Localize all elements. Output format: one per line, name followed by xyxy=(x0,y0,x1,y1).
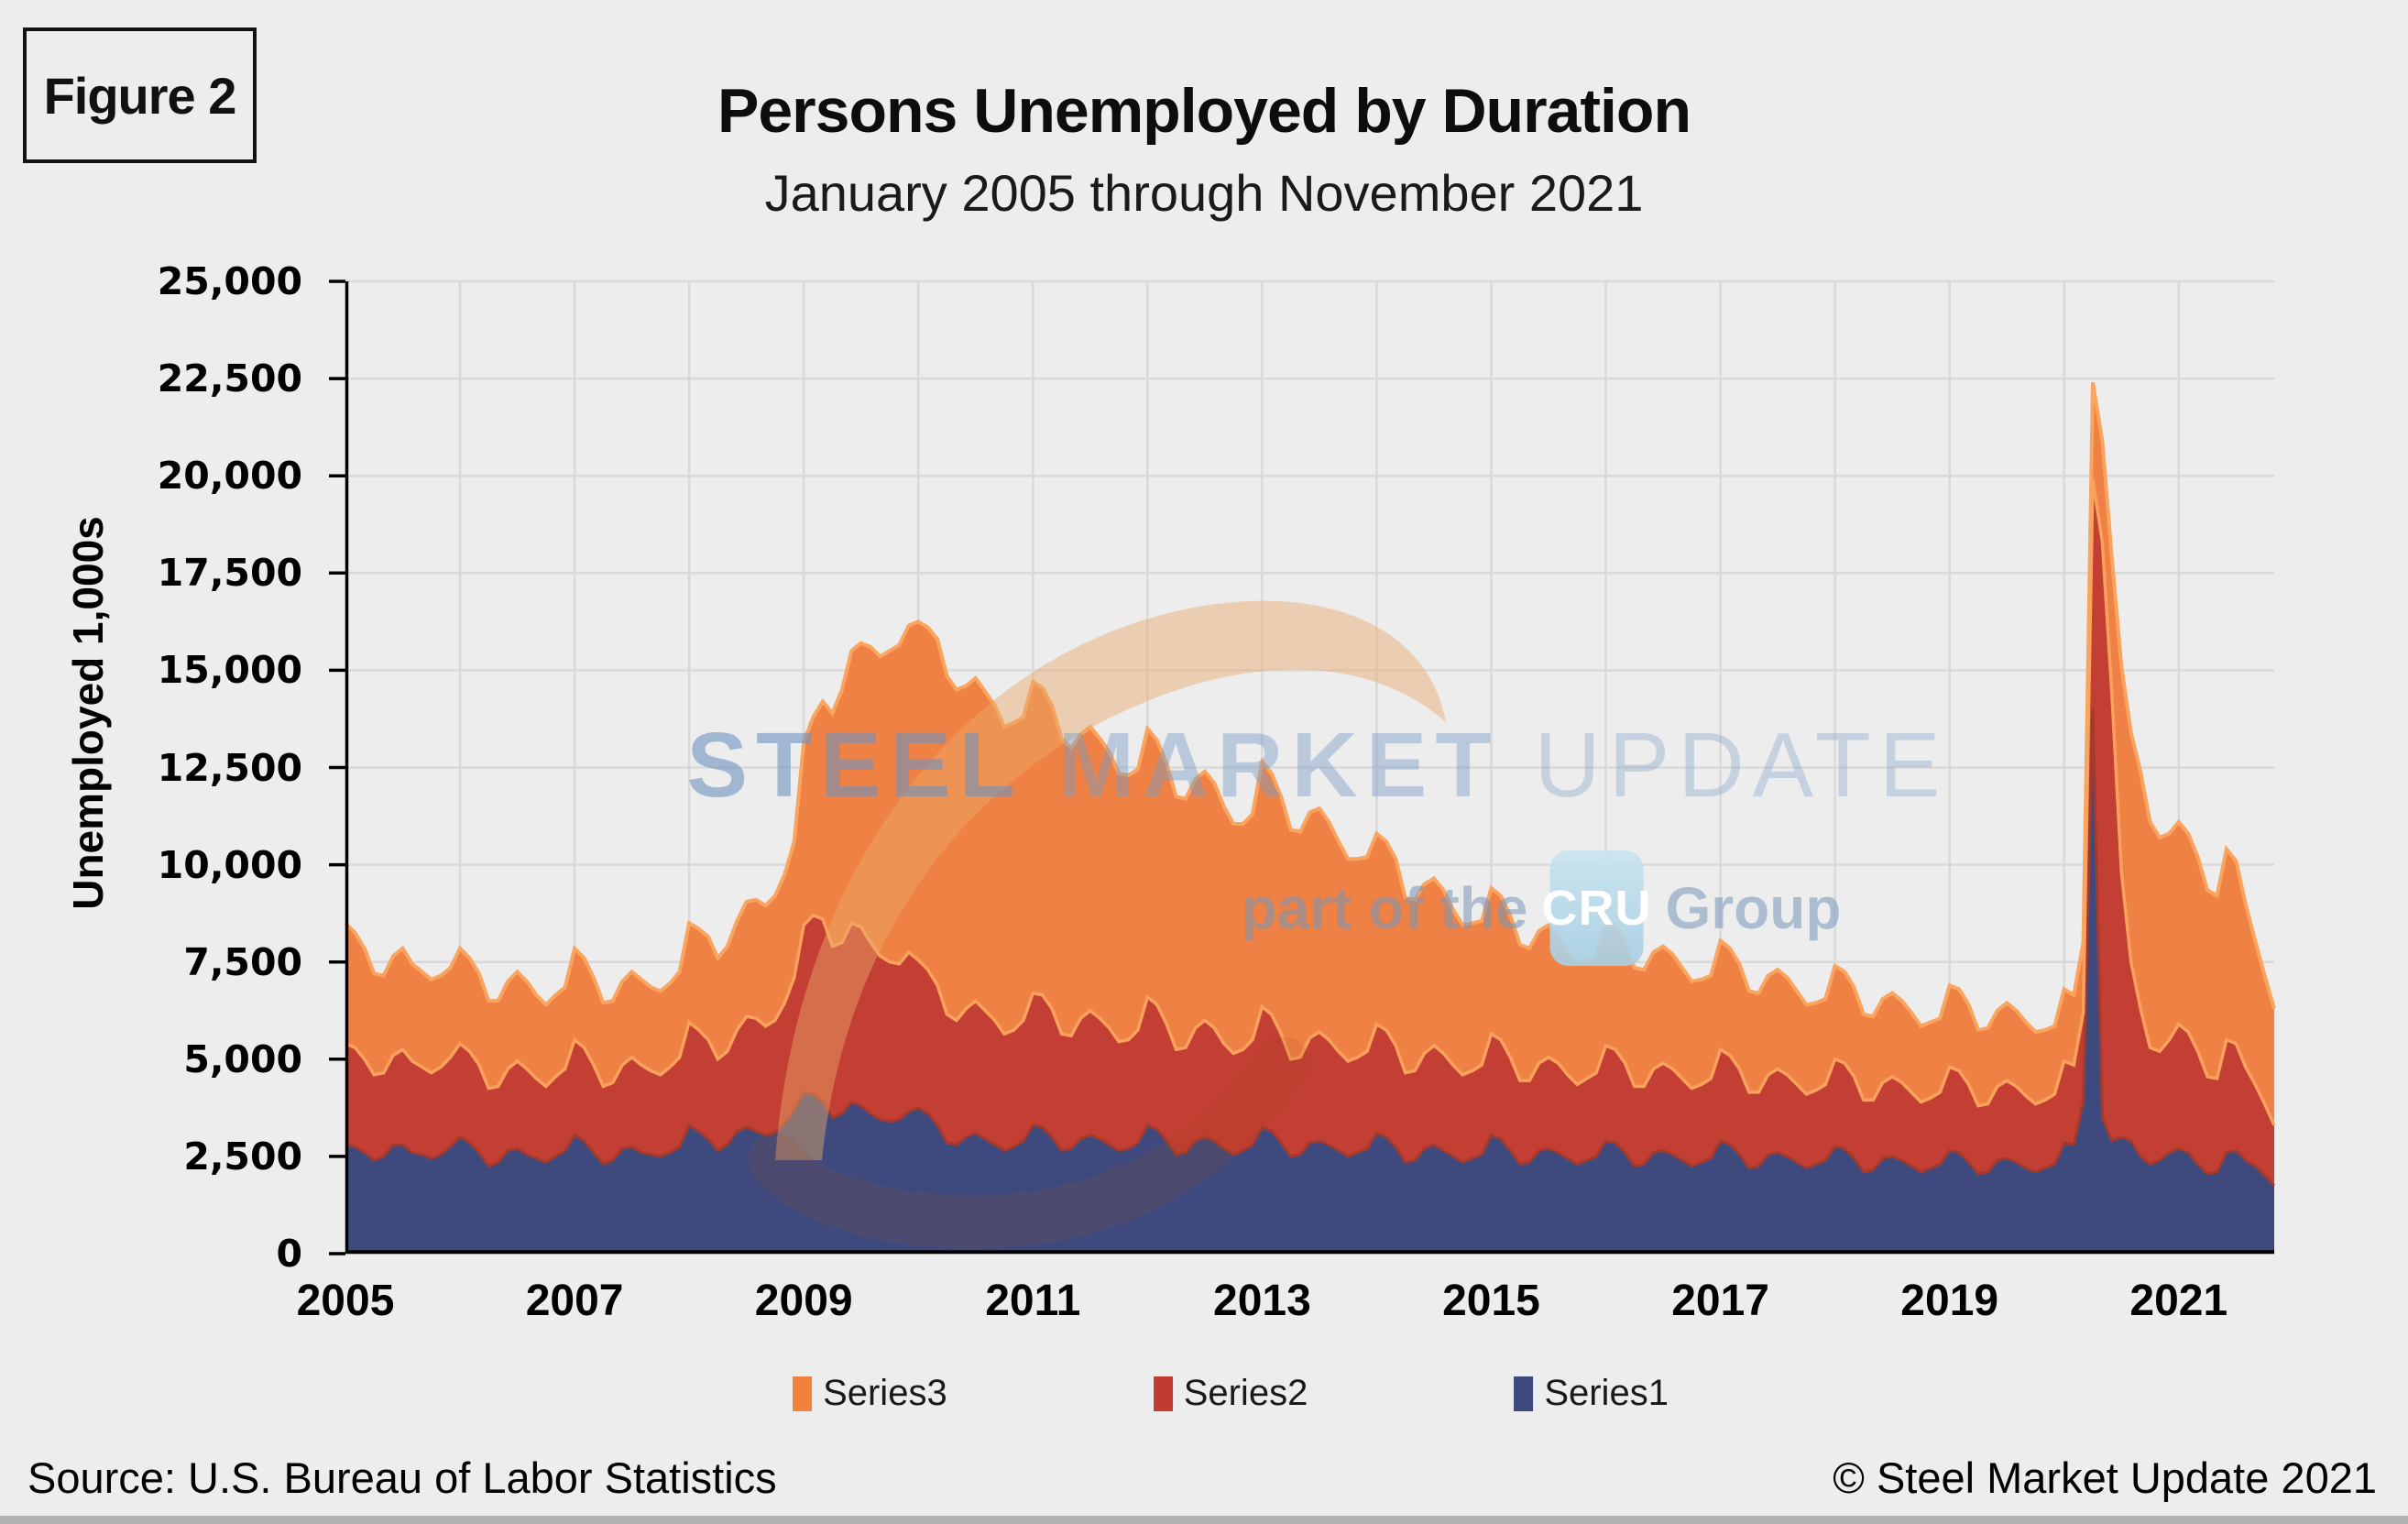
figure-label: Figure 2 xyxy=(43,66,237,125)
figure-label-box: Figure 2 xyxy=(23,27,257,163)
y-tick-label: 12,500 xyxy=(157,745,302,790)
legend-item-series2: Series2 xyxy=(1153,1373,1308,1414)
legend-swatch xyxy=(1514,1376,1534,1411)
y-tick-label: 17,500 xyxy=(157,551,302,596)
y-tick-label: 25,000 xyxy=(157,259,302,303)
x-tick-label: 2009 xyxy=(754,1277,853,1325)
legend-item-series1: Series1 xyxy=(1514,1373,1669,1414)
x-tick-label: 2017 xyxy=(1671,1277,1769,1325)
y-tick-label: 7,500 xyxy=(183,939,302,984)
x-tick-label: 2015 xyxy=(1442,1277,1540,1325)
y-tick-label: 15,000 xyxy=(157,648,302,693)
x-tick-label: 2011 xyxy=(985,1277,1081,1325)
source-note: Source: U.S. Bureau of Labor Statistics xyxy=(27,1453,777,1502)
legend-label: Series1 xyxy=(1544,1373,1669,1413)
y-tick-label: 2,500 xyxy=(183,1134,302,1179)
x-tick-label: 2019 xyxy=(1900,1277,1999,1325)
y-tick-label: 22,500 xyxy=(157,356,302,401)
legend-item-series3: Series3 xyxy=(793,1373,947,1414)
legend-label: Series2 xyxy=(1183,1373,1308,1413)
stacked-area-chart xyxy=(329,280,2276,1255)
copyright-note: © Steel Market Update 2021 xyxy=(1833,1453,2377,1502)
x-tick-label: 2007 xyxy=(525,1277,624,1325)
x-tick-label: 2013 xyxy=(1213,1277,1311,1325)
bottom-edge xyxy=(0,1516,2408,1524)
legend-swatch xyxy=(793,1376,813,1411)
x-tick-label: 2005 xyxy=(296,1277,395,1325)
y-tick-label: 5,000 xyxy=(183,1036,302,1081)
page-title: Persons Unemployed by Duration xyxy=(717,76,1691,146)
y-tick-label: 10,000 xyxy=(157,842,302,887)
legend-label: Series3 xyxy=(823,1373,947,1413)
plot-area xyxy=(329,280,2276,1255)
y-tick-label: 0 xyxy=(276,1232,302,1276)
x-tick-label: 2021 xyxy=(2129,1277,2228,1325)
y-tick-label: 20,000 xyxy=(157,454,302,499)
legend-swatch xyxy=(1153,1376,1173,1411)
legend: Series3 Series2 Series1 xyxy=(793,1373,1669,1414)
chart-subtitle: January 2005 through November 2021 xyxy=(764,164,1644,222)
